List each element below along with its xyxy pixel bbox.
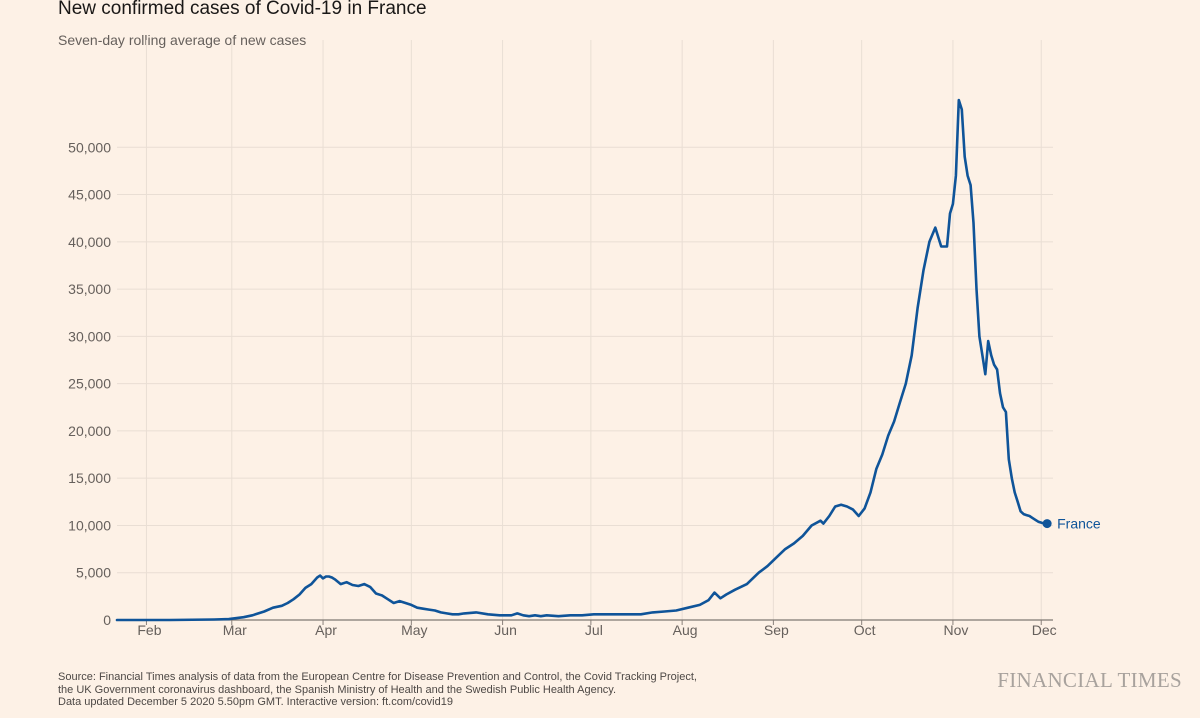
series-line-france — [115, 98, 1049, 622]
x-tick-label: Feb — [137, 622, 161, 638]
source-line-2: the UK Government coronavirus dashboard,… — [58, 683, 617, 696]
y-tick-label: 25,000 — [68, 376, 111, 392]
y-tick-label: 20,000 — [68, 423, 111, 439]
series-label: France — [1057, 516, 1101, 532]
horizontal-gridlines — [117, 146, 1053, 574]
chart-title: New confirmed cases of Covid-19 in Franc… — [58, 0, 427, 19]
x-axis: Feb Mar Apr May Jun Jul Aug Sep Oct Nov Dec — [117, 619, 1057, 638]
y-axis: 0 5,000 10,000 15,000 20,000 25,000 30,000 35,0… — [68, 139, 111, 628]
series-layer: France — [115, 98, 1101, 622]
x-tick-label: Apr — [315, 622, 337, 638]
x-tick-label: Dec — [1032, 622, 1057, 638]
source-line-3: Data updated December 5 2020 5.50pm GMT.… — [58, 696, 453, 708]
y-tick-label: 35,000 — [68, 281, 111, 297]
ft-logo: FINANCIAL TIMES — [997, 668, 1182, 692]
y-tick-label: 10,000 — [68, 517, 111, 533]
chart-subtitle: Seven-day rolling average of new cases — [58, 32, 307, 48]
x-tick-label: Mar — [223, 622, 247, 638]
line-chart: 0 5,000 10,000 15,000 20,000 25,000 30,000 35,0… — [68, 40, 1101, 638]
x-tick-label: Oct — [854, 622, 876, 638]
x-tick-label: Sep — [764, 622, 789, 638]
y-tick-label: 15,000 — [68, 470, 111, 486]
series-end-marker — [1042, 519, 1052, 529]
y-tick-label: 0 — [103, 612, 111, 628]
y-tick-label: 50,000 — [68, 139, 111, 155]
x-tick-label: Nov — [943, 622, 968, 638]
vertical-gridlines — [145, 40, 1042, 620]
y-tick-label: 40,000 — [68, 234, 111, 250]
x-tick-label: Aug — [673, 622, 698, 638]
x-tick-label: May — [401, 622, 427, 638]
y-tick-label: 30,000 — [68, 328, 111, 344]
y-tick-label: 45,000 — [68, 187, 111, 203]
source-note: Source: Financial Times analysis of data… — [58, 671, 778, 709]
y-tick-label: 5,000 — [76, 565, 111, 581]
x-tick-label: Jul — [585, 622, 603, 638]
source-line-1: Source: Financial Times analysis of data… — [58, 671, 697, 683]
x-tick-label: Jun — [494, 622, 517, 638]
